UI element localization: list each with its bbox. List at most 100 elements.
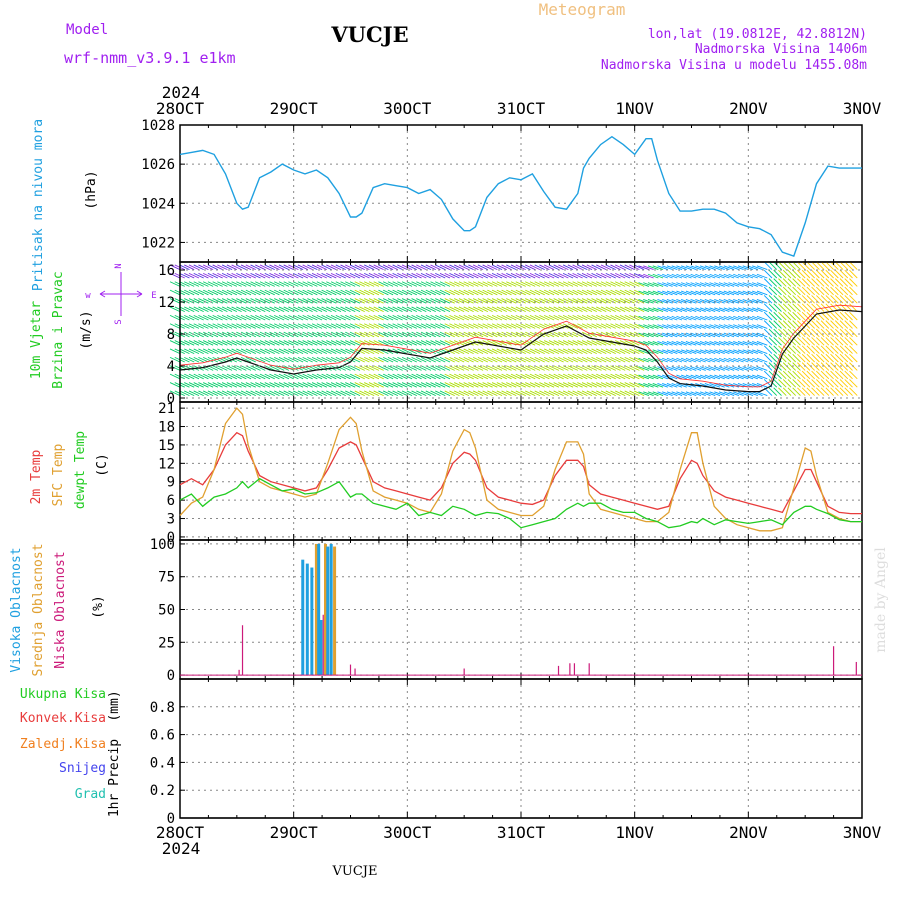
wind-barb <box>581 365 593 371</box>
wind-barb <box>378 390 389 397</box>
wind-barb <box>709 366 721 371</box>
wind-barb <box>572 365 583 371</box>
wind-barb <box>373 281 384 287</box>
wind-barb <box>454 281 465 287</box>
wind-barb <box>302 348 313 355</box>
wind-barb <box>844 370 853 380</box>
wind-barb <box>633 281 645 287</box>
temp-line-dewpt-temp <box>179 477 862 529</box>
cloud-bar-low <box>241 625 244 676</box>
wind-barb <box>581 348 593 355</box>
wind-barb <box>577 298 588 304</box>
wind-barb <box>278 272 290 279</box>
wind-barb <box>226 272 238 279</box>
wind-barb <box>752 357 763 363</box>
wind-barb <box>411 390 422 397</box>
wind-barb <box>217 298 228 304</box>
wind-barb <box>685 366 697 371</box>
wind-barb <box>297 323 309 329</box>
wind-barb <box>472 272 484 279</box>
wind-barb <box>378 331 389 338</box>
wind-barb <box>629 323 640 329</box>
wind-barb <box>250 373 261 380</box>
wind-barb <box>558 272 569 279</box>
wind-barb <box>685 332 697 338</box>
wind-barb <box>709 299 721 304</box>
wind-barb <box>567 365 579 371</box>
wind-barb <box>662 282 673 287</box>
wind-barb <box>435 373 446 380</box>
wind-barb <box>472 323 484 329</box>
wind-barb <box>768 278 778 287</box>
wind-barb <box>373 306 384 313</box>
wind-barb <box>406 331 417 338</box>
wind-barb <box>212 314 223 321</box>
wind-barb <box>816 303 825 312</box>
wind-barb <box>643 299 654 304</box>
wind-barb <box>647 273 659 279</box>
temperature-ytick-label: 12 <box>158 456 175 472</box>
wind-barb <box>468 348 479 355</box>
wind-barb <box>482 314 493 321</box>
wind-barb <box>245 298 256 304</box>
wind-barb <box>477 306 489 313</box>
wind-barb <box>624 272 635 279</box>
wind-barb <box>397 382 408 388</box>
wind-barb <box>297 390 309 397</box>
wind-barb <box>581 331 593 338</box>
wind-barb <box>269 272 280 279</box>
wind-barb <box>756 324 768 329</box>
wind-barb <box>307 373 318 380</box>
wind-barb <box>472 348 484 355</box>
wind-barb <box>449 373 460 380</box>
wind-barb <box>510 356 522 363</box>
wind-barb <box>387 323 399 329</box>
wind-barb <box>699 282 711 287</box>
wind-barb <box>534 382 545 388</box>
wind-barb <box>562 373 574 380</box>
wind-barb <box>169 382 181 388</box>
wind-barb <box>709 349 721 355</box>
wind-barb <box>359 390 370 397</box>
bottom-date-label: 30OCT <box>383 823 432 842</box>
wind-barb <box>534 340 545 346</box>
wind-barb <box>600 365 612 371</box>
wind-barb <box>520 323 531 329</box>
wind-barb <box>510 306 522 313</box>
wind-barb <box>548 272 560 279</box>
wind-barb <box>638 374 650 380</box>
wind-barb <box>839 320 849 329</box>
wind-barb <box>288 382 299 388</box>
wind-barb <box>406 289 417 296</box>
wind-barb <box>577 272 588 279</box>
wind-barb <box>825 286 834 296</box>
wind-barb <box>226 281 238 287</box>
wind-barb <box>435 289 446 296</box>
wind-barb <box>801 303 811 312</box>
wind-barb <box>714 341 725 346</box>
wind-barb <box>221 373 233 380</box>
wind-barb <box>250 323 261 329</box>
wind-barb <box>330 323 342 329</box>
wind-barb <box>747 315 758 321</box>
wind-barb <box>416 306 427 313</box>
wind-barb <box>596 306 607 313</box>
wind-barb <box>179 323 190 329</box>
wind-barb <box>477 365 489 371</box>
wind-barb <box>245 289 256 296</box>
wind-barb <box>553 272 564 279</box>
wind-compass: w E N S <box>85 263 156 324</box>
wind-barb <box>591 272 602 279</box>
wind-barb <box>202 306 214 313</box>
wind-barb <box>742 349 754 355</box>
wind-barb <box>188 314 200 321</box>
wind-barb <box>591 390 602 397</box>
wind-barb <box>240 356 252 363</box>
wind-barb <box>487 289 498 296</box>
wind-barb <box>718 265 730 271</box>
wind-barb <box>330 306 342 313</box>
wind-barb <box>212 323 223 329</box>
wind-barb <box>477 298 489 304</box>
wind-barb <box>231 348 242 355</box>
wind-barb <box>435 390 446 397</box>
